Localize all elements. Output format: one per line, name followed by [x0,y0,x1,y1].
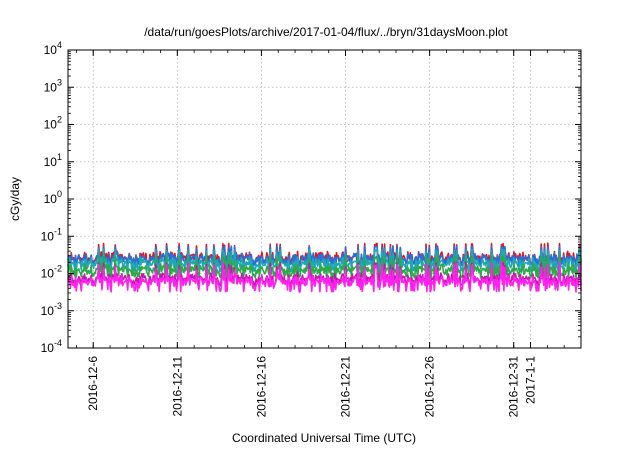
y-tick-label: 101 [44,152,62,169]
chart-title: /data/run/goesPlots/archive/2017-01-04/f… [144,25,508,39]
y-tick-label: 10-2 [41,264,62,281]
y-tick-label: 104 [44,40,62,57]
y-axis-label: cGy/day [8,177,22,221]
grid [68,50,581,348]
series-layer [67,242,582,293]
x-tick-label: 2016-12-16 [254,356,268,418]
x-tick-label: 2016-12-31 [507,356,521,418]
axes: 10-4 10-3 10-2 10-1 100 101 102 103 104 2016-12-6… [41,40,581,417]
data-series-line [67,260,582,293]
y-tick-label: 10-3 [41,301,62,318]
data-series-line [67,254,582,279]
x-tick-label: 2017-1-1 [524,356,538,404]
x-axis-label: Coordinated Universal Time (UTC) [232,431,416,445]
x-tick-label: 2016-12-6 [86,356,100,411]
data-series-line [67,248,582,273]
y-tick-label: 100 [44,189,62,206]
x-tick-label: 2016-12-11 [170,356,184,417]
y-tick-label: 10-4 [41,338,62,355]
y-tick-label: 102 [44,115,62,132]
x-tick-label: 2016-12-21 [339,356,353,418]
y-tick-label: 103 [44,77,62,94]
y-tick-label: 10-1 [41,226,62,243]
x-tick-label: 2016-12-26 [423,356,437,418]
